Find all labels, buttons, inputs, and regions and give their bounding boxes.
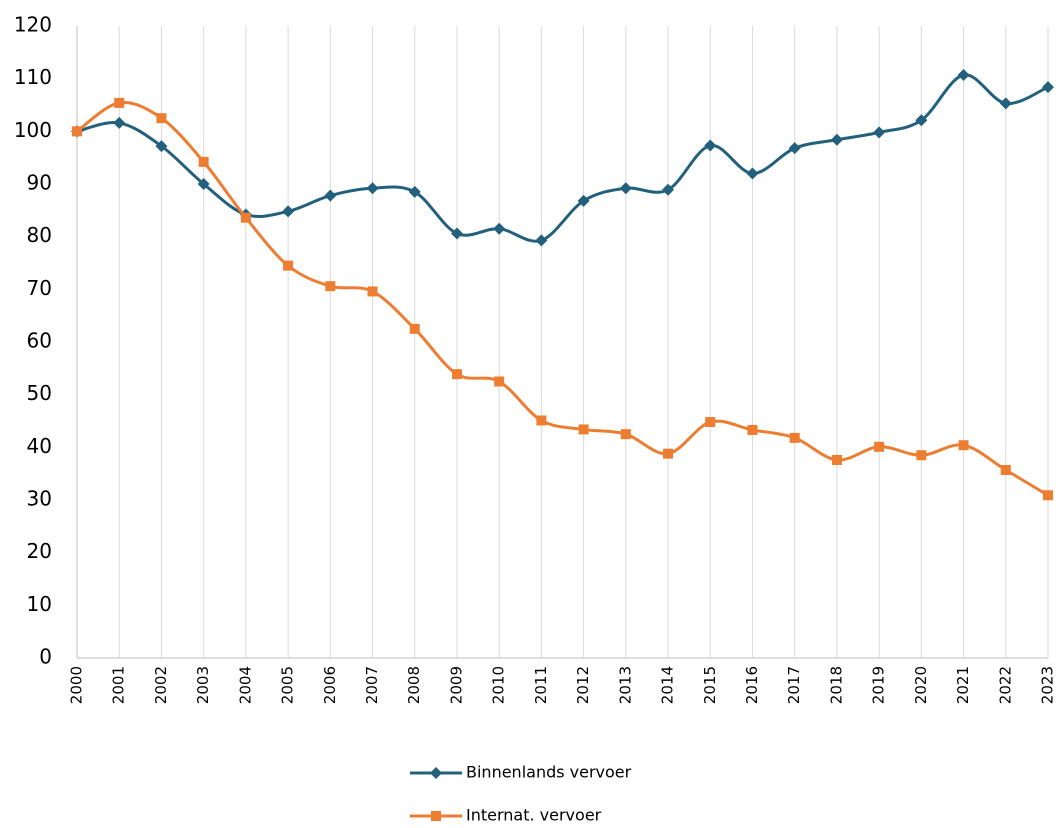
x-tick-label: 2003 [194, 666, 212, 704]
data-point [325, 281, 336, 292]
x-tick-label: 2010 [490, 666, 508, 704]
data-point [240, 212, 251, 223]
data-point [409, 323, 420, 334]
x-tick-label: 2019 [870, 666, 888, 704]
x-tick-label: 2023 [1039, 666, 1057, 704]
y-tick-label: 120 [14, 13, 52, 37]
y-tick-label: 40 [27, 434, 52, 458]
data-point [1000, 464, 1011, 475]
data-point [156, 113, 167, 124]
data-point [830, 133, 843, 146]
x-tick-label: 2016 [743, 666, 761, 704]
x-tick-label: 2017 [785, 666, 803, 704]
data-point [662, 183, 675, 196]
x-tick-label: 2001 [110, 666, 128, 704]
x-tick-label: 2009 [447, 666, 465, 704]
data-point [283, 260, 294, 271]
data-point [113, 116, 126, 129]
x-tick-label: 2014 [659, 666, 677, 704]
y-tick-label: 100 [14, 118, 52, 142]
data-point [72, 126, 82, 137]
data-point [704, 139, 717, 152]
x-tick-label: 2000 [68, 666, 86, 704]
data-point [874, 441, 885, 452]
data-point [197, 178, 210, 190]
data-point [831, 454, 842, 465]
x-tick-label: 2012 [574, 666, 592, 704]
data-point [535, 234, 548, 247]
x-tick-label: 2005 [279, 666, 297, 704]
data-point [663, 448, 674, 459]
y-tick-label: 20 [27, 539, 52, 563]
x-tick-label: 2002 [152, 666, 170, 704]
y-tick-label: 80 [27, 223, 52, 247]
legend-marker [430, 767, 442, 779]
y-tick-label: 90 [27, 171, 52, 195]
data-point [324, 189, 337, 202]
data-point [408, 185, 421, 198]
data-point [577, 194, 590, 207]
data-point [916, 450, 927, 461]
x-tick-label: 2004 [236, 666, 254, 704]
data-point [366, 182, 379, 195]
legend-label: Internat. vervoer [466, 806, 602, 825]
series-line [76, 73, 1049, 243]
y-tick-label: 50 [27, 381, 52, 405]
data-point [915, 114, 928, 127]
data-point [450, 227, 463, 240]
data-point [198, 156, 209, 167]
data-point [788, 142, 801, 155]
data-point [494, 376, 505, 387]
data-point [746, 167, 759, 180]
series-line [76, 101, 1049, 497]
data-point [155, 140, 168, 153]
x-tick-label: 2015 [701, 666, 719, 704]
data-point [620, 429, 631, 440]
legend-marker [431, 811, 441, 821]
data-point [1042, 81, 1054, 94]
data-point [705, 417, 716, 428]
data-point [789, 432, 800, 443]
x-tick-label: 2021 [954, 666, 972, 704]
data-point [282, 205, 295, 218]
y-tick-label: 0 [39, 645, 52, 669]
data-point [747, 424, 758, 435]
y-tick-label: 30 [27, 487, 52, 511]
data-point [114, 97, 125, 108]
y-tick-label: 60 [27, 329, 52, 353]
data-point [873, 126, 886, 139]
data-point [451, 369, 462, 380]
x-tick-label: 2011 [532, 666, 550, 704]
y-tick-label: 10 [27, 592, 52, 616]
x-tick-label: 2008 [405, 666, 423, 704]
y-tick-label: 110 [14, 65, 52, 89]
data-point [493, 222, 506, 235]
y-tick-label: 70 [27, 276, 52, 300]
data-point [1043, 490, 1053, 501]
data-point [578, 424, 589, 435]
x-tick-label: 2006 [321, 666, 339, 704]
x-tick-label: 2018 [827, 666, 845, 704]
data-point [999, 97, 1012, 110]
x-tick-label: 2022 [996, 666, 1014, 704]
x-tick-label: 2020 [912, 666, 930, 704]
data-point [958, 440, 969, 451]
x-tick-label: 2013 [616, 666, 634, 704]
data-point [367, 286, 378, 297]
data-point [536, 415, 547, 426]
legend-label: Binnenlands vervoer [466, 763, 632, 782]
data-point [957, 68, 970, 81]
data-point [619, 182, 632, 195]
x-tick-label: 2007 [363, 666, 381, 704]
